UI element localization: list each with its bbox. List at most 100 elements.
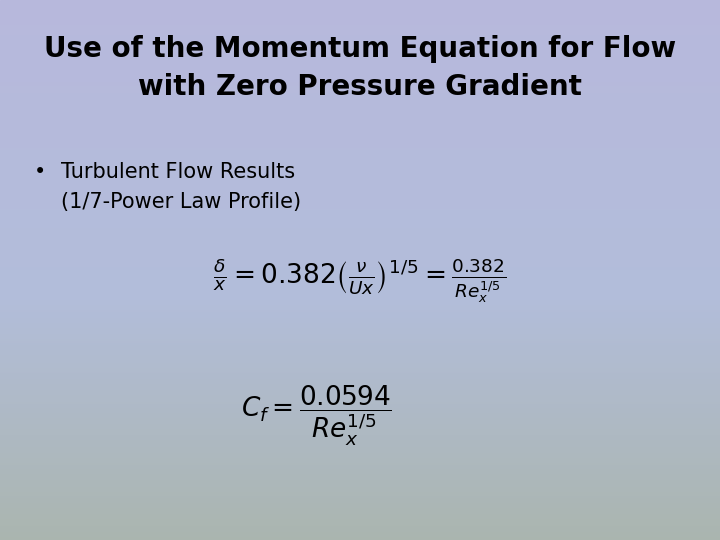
Bar [0, 137, 720, 139]
Bar [0, 416, 720, 417]
Bar [0, 410, 720, 412]
Bar [0, 31, 720, 32]
Bar [0, 178, 720, 180]
Bar [0, 290, 720, 292]
Bar [0, 247, 720, 248]
Bar [0, 20, 720, 22]
Bar [0, 299, 720, 301]
Bar [0, 439, 720, 441]
Bar [0, 448, 720, 450]
Bar [0, 225, 720, 227]
Bar [0, 99, 720, 101]
Bar [0, 524, 720, 525]
Bar [0, 281, 720, 282]
Bar [0, 259, 720, 261]
Bar [0, 315, 720, 317]
Bar [0, 106, 720, 108]
Bar [0, 306, 720, 308]
Bar [0, 270, 720, 272]
Bar [0, 466, 720, 468]
Bar [0, 42, 720, 43]
Bar [0, 58, 720, 59]
Bar [0, 123, 720, 124]
Bar [0, 457, 720, 459]
Bar [0, 506, 720, 508]
Bar [0, 187, 720, 189]
Bar [0, 200, 720, 201]
Bar [0, 538, 720, 540]
Bar [0, 360, 720, 362]
Bar [0, 198, 720, 200]
Bar [0, 373, 720, 374]
Bar [0, 11, 720, 12]
Bar [0, 146, 720, 147]
Bar [0, 351, 720, 353]
Bar [0, 525, 720, 528]
Bar [0, 70, 720, 72]
Bar [0, 151, 720, 153]
Bar [0, 23, 720, 25]
Bar [0, 124, 720, 126]
Bar [0, 414, 720, 416]
Bar [0, 497, 720, 498]
Bar [0, 177, 720, 178]
Bar [0, 135, 720, 137]
Bar [0, 261, 720, 263]
Bar [0, 228, 720, 231]
Bar [0, 285, 720, 286]
Bar [0, 86, 720, 88]
Bar [0, 265, 720, 266]
Bar [0, 380, 720, 382]
Bar [0, 93, 720, 96]
Bar [0, 320, 720, 322]
Bar [0, 434, 720, 436]
Bar [0, 409, 720, 410]
Bar [0, 335, 720, 336]
Bar [0, 441, 720, 443]
Bar [0, 72, 720, 74]
Bar [0, 407, 720, 409]
Bar [0, 4, 720, 5]
Bar [0, 336, 720, 339]
Bar [0, 436, 720, 437]
Bar [0, 376, 720, 378]
Bar [0, 49, 720, 50]
Bar [0, 147, 720, 150]
Bar [0, 288, 720, 290]
Bar [0, 356, 720, 358]
Bar [0, 535, 720, 536]
Bar [0, 38, 720, 39]
Bar [0, 110, 720, 112]
Bar [0, 245, 720, 247]
Bar [0, 463, 720, 464]
Bar [0, 117, 720, 119]
Bar [0, 9, 720, 11]
Bar [0, 374, 720, 376]
Bar [0, 452, 720, 454]
Bar [0, 76, 720, 77]
Bar [0, 34, 720, 36]
Bar [0, 164, 720, 166]
Bar [0, 236, 720, 238]
Bar [0, 239, 720, 241]
Text: (1/7-Power Law Profile): (1/7-Power Law Profile) [61, 192, 302, 212]
Bar [0, 427, 720, 428]
Bar [0, 417, 720, 420]
Text: Turbulent Flow Results: Turbulent Flow Results [61, 162, 295, 182]
Bar [0, 362, 720, 363]
Bar [0, 322, 720, 324]
Bar [0, 15, 720, 16]
Bar [0, 101, 720, 103]
Bar [0, 393, 720, 394]
Bar [0, 420, 720, 421]
Bar [0, 223, 720, 225]
Bar [0, 450, 720, 452]
Bar [0, 347, 720, 349]
Bar [0, 358, 720, 360]
Bar [0, 495, 720, 497]
Bar [0, 482, 720, 484]
Bar [0, 501, 720, 502]
Bar [0, 340, 720, 342]
Bar [0, 112, 720, 113]
Bar [0, 389, 720, 390]
